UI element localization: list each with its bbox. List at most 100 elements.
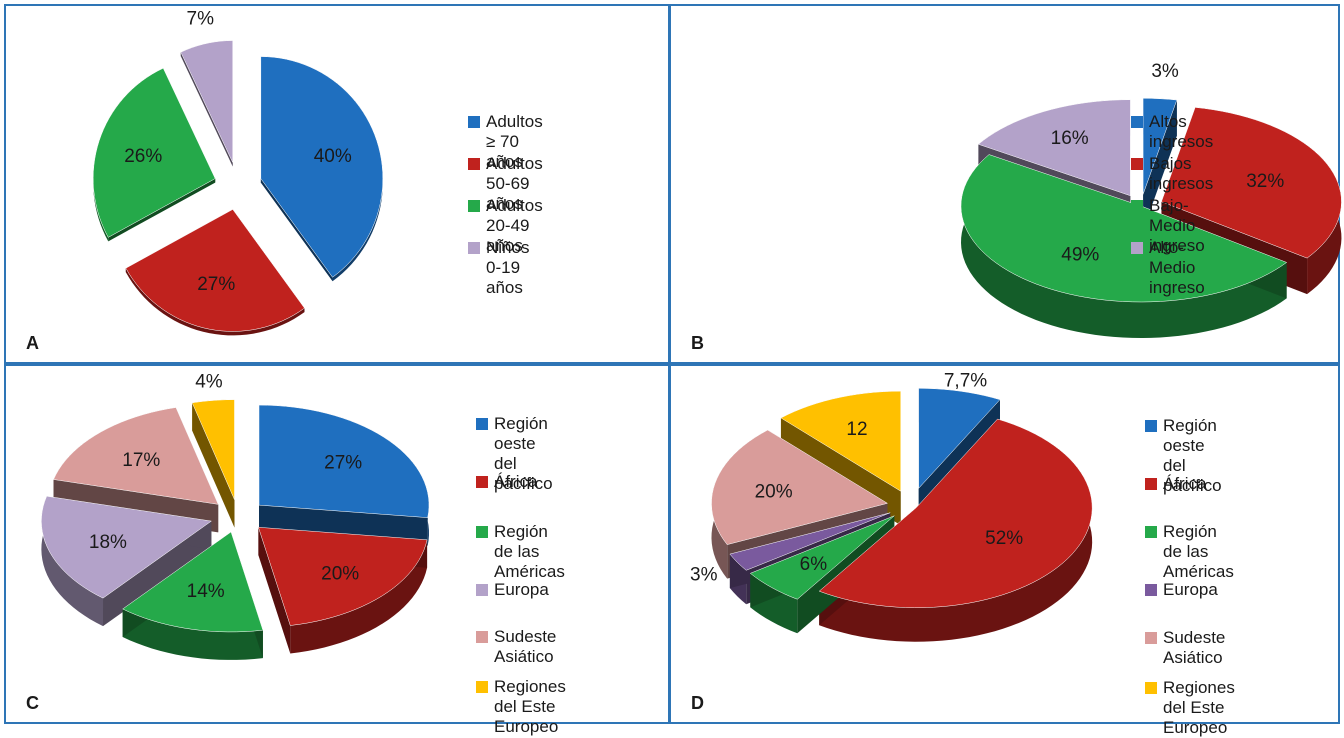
legend-label: Adultos 20-49 años <box>486 196 543 255</box>
legend-label: África <box>1163 474 1207 493</box>
legend-item: Europa <box>1145 580 1218 600</box>
legend-item: Regiones del Este Europeo <box>476 677 566 737</box>
chart-panel-b: 3% 32% 49% 16% Altos ingresos Bajos ingresos… <box>669 4 1342 364</box>
legend-swatch <box>476 631 488 643</box>
legend-item: Alto-Medio ingreso <box>1131 238 1205 298</box>
data-label: 49% <box>1061 245 1099 266</box>
panel-letter-a: A <box>26 333 39 353</box>
data-label: 20% <box>321 563 359 584</box>
legend-item: Adultos ≥ 70 años <box>468 112 543 172</box>
legend-item: Región oeste del pacífico <box>476 414 553 494</box>
legend-label: Región de las Américas <box>1163 522 1234 581</box>
pie-slice-side <box>260 56 383 282</box>
pie-slice-4 <box>41 495 213 599</box>
legend-label: África <box>494 472 538 491</box>
legend-label: Alto-Medio ingreso <box>1149 238 1205 297</box>
legend-swatch <box>1145 584 1157 596</box>
legend-item: Europa <box>476 580 549 600</box>
legend-item: Adultos 20-49 años <box>468 196 543 256</box>
chart-panel-d: 7,7% 52% 6% 3% 20% 12 Región oeste del pacífi… <box>669 364 1340 737</box>
data-label: 3% <box>1151 61 1179 82</box>
panel-letter-b: B <box>691 333 704 353</box>
legend-swatch <box>476 418 488 430</box>
pie-slice-3 <box>960 154 1288 303</box>
pie-slice-2 <box>818 418 1093 608</box>
data-label: 7% <box>187 8 215 29</box>
legend-label: Europa <box>494 580 549 599</box>
data-label: 27% <box>197 274 235 295</box>
data-label: 17% <box>122 450 160 471</box>
data-label: 32% <box>1246 171 1284 192</box>
data-label: 12 <box>846 419 867 440</box>
pie-slice-5 <box>53 407 219 505</box>
pie-slice-5 <box>711 429 889 545</box>
legend-label: Adultos ≥ 70 años <box>486 112 543 171</box>
pie-slice-2 <box>258 526 428 626</box>
legend-item: Región de las Américas <box>1145 522 1234 582</box>
legend-item: Niños 0-19 años <box>468 238 529 298</box>
chart-panel-c: 27% 20% 14% 18% 17% 4% Región oeste del pacíf… <box>4 364 670 736</box>
legend-swatch <box>1145 682 1157 694</box>
pie-slice-3 <box>92 67 216 238</box>
pie-slice-2 <box>125 209 305 332</box>
data-label: 27% <box>324 452 362 473</box>
pie-slice-2 <box>1161 107 1342 259</box>
legend-label: Niños 0-19 años <box>486 238 530 297</box>
legend-swatch <box>476 681 488 693</box>
pie-chart-a: 40% 27% 26% 7% <box>92 8 384 336</box>
legend-swatch <box>1131 116 1143 128</box>
data-label: 7,7% <box>944 371 987 392</box>
legend-swatch <box>476 476 488 488</box>
legend-item: Región oeste del pacífico <box>1145 416 1222 496</box>
pie-slice-1 <box>258 404 430 518</box>
pie-chart-d: 7,7% 52% 6% 3% 20% 12 <box>690 371 1093 642</box>
legend-item: Adultos 50-69 años <box>468 154 543 214</box>
pie-slice-1 <box>260 56 384 278</box>
pie-slice-4 <box>180 40 234 163</box>
pie-chart-c: 27% 20% 14% 18% 17% 4% <box>41 372 430 660</box>
legend-item: Región de las Américas <box>476 522 565 582</box>
legend-item: Regiones del Este Europeo <box>1145 678 1235 738</box>
panel-letter-c: C <box>26 693 39 713</box>
legend-item: Bajo-Medio ingreso <box>1131 196 1205 256</box>
legend-item: Altos ingresos <box>1131 112 1213 152</box>
legend-label: Región de las Américas <box>494 522 565 581</box>
pie-slice-6 <box>780 390 902 492</box>
legend-swatch <box>476 526 488 538</box>
legend-label: Europa <box>1163 580 1218 599</box>
legend-item: África <box>1145 474 1206 494</box>
legend-label: Sudeste Asiático <box>494 627 557 666</box>
pie-slice-3 <box>749 515 895 600</box>
legend-label: Regiones del Este Europeo <box>1163 678 1235 737</box>
legend-swatch <box>1131 158 1143 170</box>
pie-slice-1 <box>918 388 1001 489</box>
legend-label: Regiones del Este Europeo <box>494 677 566 736</box>
data-label: 4% <box>195 372 223 393</box>
data-label: 3% <box>690 564 718 585</box>
pie-slice-6 <box>191 399 235 500</box>
panel-letter-d: D <box>691 693 704 713</box>
legend-swatch <box>1145 420 1157 432</box>
legend-swatch <box>468 242 480 254</box>
pie-slice-3 <box>122 531 264 633</box>
legend-swatch <box>476 584 488 596</box>
data-label: 52% <box>985 528 1023 549</box>
data-label: 40% <box>314 146 352 167</box>
data-label: 14% <box>187 581 225 602</box>
legend-swatch <box>1145 632 1157 644</box>
data-label: 26% <box>124 146 162 167</box>
pie-slice-1 <box>1142 98 1178 195</box>
data-label: 16% <box>1051 128 1089 149</box>
legend-swatch <box>468 116 480 128</box>
legend-swatch <box>1131 200 1143 212</box>
legend-label: Bajos ingresos <box>1149 154 1214 193</box>
pie-slice-4 <box>729 512 891 571</box>
legend-label: Adultos 50-69 años <box>486 154 543 213</box>
legend-label: Altos ingresos <box>1149 112 1214 151</box>
legend-swatch <box>1145 478 1157 490</box>
chart-panel-a: 40% 27% 26% 7% Adultos ≥ 70 años Adultos 50-… <box>4 4 670 364</box>
legend-item: Bajos ingresos <box>1131 154 1213 194</box>
pie-chart-b: 3% 32% 49% 16% <box>960 61 1342 338</box>
legend-swatch <box>1145 526 1157 538</box>
legend-item: Sudeste Asiático <box>1145 628 1225 668</box>
